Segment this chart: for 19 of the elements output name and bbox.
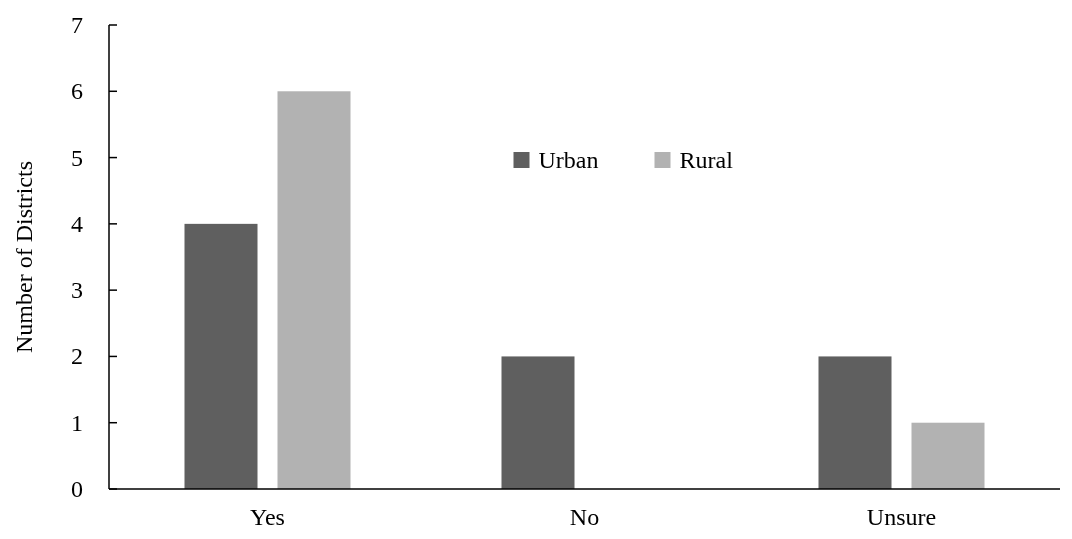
y-tick-label: 6 xyxy=(71,78,83,105)
legend-label: Urban xyxy=(538,147,599,173)
bar xyxy=(911,422,985,489)
x-tick-label: Yes xyxy=(250,504,285,530)
bar xyxy=(818,356,892,489)
x-tick-label: No xyxy=(569,504,600,530)
y-tick-label: 1 xyxy=(71,409,83,436)
bar xyxy=(184,223,258,489)
legend-label: Rural xyxy=(679,147,734,173)
bar xyxy=(277,91,351,489)
y-tick-label: 4 xyxy=(71,210,83,237)
y-tick-label: 5 xyxy=(71,144,83,171)
bar xyxy=(501,356,575,489)
y-tick-label: 0 xyxy=(71,476,83,502)
x-tick-label: Unsure xyxy=(866,504,937,530)
y-tick-label: 3 xyxy=(71,277,83,304)
y-tick-label: 7 xyxy=(71,12,83,38)
y-axis-title: Number of Districts xyxy=(11,161,37,353)
y-tick-label: 2 xyxy=(71,343,83,370)
